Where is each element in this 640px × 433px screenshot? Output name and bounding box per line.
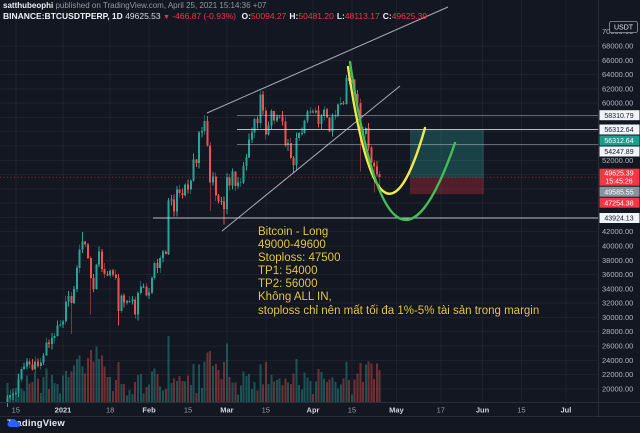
price-axis-label: 66000.00 <box>602 56 633 65</box>
ohlc-readout: O:50094.27 H:50481.20 L:48113.17 C:49625.39 <box>239 11 428 21</box>
price-axis-label: 42000.00 <box>602 227 633 236</box>
ohlc-label: H: <box>289 11 299 21</box>
price-change: -466.87 (-0.93%) <box>172 11 237 21</box>
trade-plan-line: Stoploss: 47500 <box>258 252 341 265</box>
ohlc-value: 49625.39 <box>391 11 428 21</box>
time-tick-label: Mar <box>220 406 233 415</box>
down-triangle-icon: ▼ <box>163 14 170 21</box>
svg-text:43924.13: 43924.13 <box>604 216 633 223</box>
ohlc-value: 50481.20 <box>298 11 334 21</box>
price-axis-label: 28000.00 <box>602 327 633 336</box>
svg-text:49585.55: 49585.55 <box>604 189 633 196</box>
price-axis-label: 24000.00 <box>602 356 633 365</box>
ohlc-label: C: <box>382 11 392 21</box>
time-tick-label: 15 <box>348 406 356 415</box>
snapshot-byline: satthubeophi published on TradingView.co… <box>3 1 266 10</box>
ohlc-label: L: <box>336 11 345 21</box>
green-cup-curve <box>348 60 457 221</box>
trendline-rising-support <box>221 85 401 232</box>
time-tick-label: 17 <box>437 406 445 415</box>
time-tick-label: Jun <box>476 406 490 415</box>
svg-text:USDT: USDT <box>614 25 634 32</box>
time-tick-label: Jul <box>560 406 571 415</box>
price-axis-label: 68000.00 <box>602 42 633 51</box>
price-badge-target: 56312.64 <box>599 135 640 146</box>
svg-text:15:45:26: 15:45:26 <box>605 178 632 185</box>
published-text: published on TradingView.com, April 25, … <box>55 1 267 10</box>
price-badge-white: 43924.13 <box>599 213 640 223</box>
price-axis-label: 52000.00 <box>602 156 633 165</box>
candles <box>6 68 381 407</box>
price-axis-label: 26000.00 <box>602 342 633 351</box>
price-badge-white: 58310.79 <box>599 110 640 121</box>
trendline-rising-resistance <box>206 6 449 114</box>
trade-plan-line: TP2: 56000 <box>258 278 318 291</box>
svg-text:56312.64: 56312.64 <box>604 138 633 145</box>
time-tick-label: 15 <box>262 406 270 415</box>
trade-plan-note[interactable]: Bitcoin - Long 49000-49600 Stoploss: 47500… <box>258 226 539 318</box>
svg-text:56312.64: 56312.64 <box>604 127 633 134</box>
price-axis-label: 32000.00 <box>602 299 633 308</box>
time-axis[interactable]: 15 2021 18 Feb 15 Mar 15 Apr 15 May 17 Jun 15 Jul <box>12 406 572 415</box>
pane-separators <box>0 0 640 417</box>
price-badge-stop: 47254.38 <box>599 197 640 208</box>
trade-plan-line: Không ALL IN, <box>258 291 332 304</box>
long-position-target-box <box>410 129 484 178</box>
time-tick-label: 15 <box>184 406 192 415</box>
tradingview-logo-text: TradingView <box>7 418 65 429</box>
time-tick-label: 2021 <box>55 406 72 415</box>
svg-text:49625.39: 49625.39 <box>604 170 633 177</box>
horizontal-levels <box>153 114 598 219</box>
price-axis-label: 22000.00 <box>602 370 633 379</box>
author-name: satthubeophi <box>3 1 54 10</box>
trade-plan-line: stoploss chỉ nên mất tối đa 1%-5% tài sả… <box>258 304 540 317</box>
trade-plan-line: 49000-49600 <box>258 239 326 252</box>
price-axis-label: 64000.00 <box>602 70 633 79</box>
price-badge-entry: 49585.55 <box>599 186 640 197</box>
ohlc-value: 50094.27 <box>250 11 287 21</box>
price-axis-label: 40000.00 <box>602 242 633 251</box>
svg-text:54247.89: 54247.89 <box>604 149 633 156</box>
price-axis-label: 20000.00 <box>602 384 633 393</box>
time-tick-label: Apr <box>307 406 320 415</box>
symbol-title[interactable]: BINANCE:BTCUSDTPERP, 1D <box>3 11 123 21</box>
price-axis-label: 60000.00 <box>602 99 633 108</box>
price-axis-label: 62000.00 <box>602 84 633 93</box>
price-axis-label: 30000.00 <box>602 313 633 322</box>
symbol-info-bar: BINANCE:BTCUSDTPERP, 1D 49625.53 ▼ -466.… <box>3 11 427 23</box>
trade-plan-line: Bitcoin - Long <box>258 226 329 238</box>
volume-bars <box>6 335 381 402</box>
time-tick-label: 18 <box>106 406 114 415</box>
time-tick-label: 15 <box>12 406 20 415</box>
time-tick-label: Feb <box>142 406 156 415</box>
price-badge-white: 54247.89 <box>599 146 640 157</box>
price-axis-label: 34000.00 <box>602 284 633 293</box>
trade-plan-line: TP1: 54000 <box>258 265 318 278</box>
svg-text:47254.38: 47254.38 <box>604 200 633 207</box>
time-tick-label: May <box>389 406 404 415</box>
ohlc-label: O: <box>241 11 251 21</box>
price-badge-white: 56312.64 <box>599 124 640 135</box>
price-axis-label: 38000.00 <box>602 256 633 265</box>
time-tick-label: 15 <box>517 406 525 415</box>
tradingview-logo[interactable]: TradingView <box>7 418 65 429</box>
trendlines <box>206 6 449 232</box>
price-axis-label: 36000.00 <box>602 270 633 279</box>
svg-text:58310.79: 58310.79 <box>604 113 633 120</box>
tradingview-cloud-icon <box>7 419 21 427</box>
currency-badge <box>609 21 638 33</box>
gridlines <box>0 0 598 402</box>
price-axis[interactable]: 70000.0068000.0066000.0064000.0062000.00… <box>599 21 640 394</box>
ohlc-value: 48113.17 <box>344 11 380 21</box>
last-price: 49625.53 <box>125 11 161 21</box>
long-position-tool <box>410 129 484 195</box>
long-position-stop-box <box>410 177 484 195</box>
yellow-cup-curve <box>346 65 427 195</box>
